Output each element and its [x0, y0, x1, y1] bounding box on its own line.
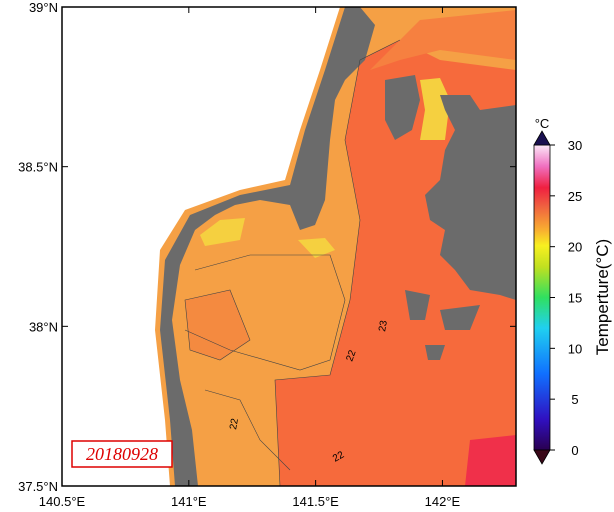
colorbar-arrow-bottom — [533, 449, 551, 465]
colorbar-arrow-top — [533, 130, 551, 146]
contour-label: 22 — [331, 449, 347, 464]
lon-label: 141.5°E — [292, 494, 339, 509]
lon-label: 140.5°E — [39, 494, 86, 509]
colorbar-tick-label: 5 — [571, 392, 578, 407]
contour-label: 22 — [344, 348, 358, 363]
map-frame — [61, 6, 517, 487]
colorbar-tick-label: 15 — [568, 291, 582, 306]
colorbar-tick-label: 30 — [568, 138, 582, 153]
colorbar-tick-label: 10 — [568, 341, 582, 356]
date-box — [71, 440, 173, 468]
colorbar-title: Temperture(°C) — [593, 239, 612, 355]
contour-label: 23 — [377, 319, 390, 332]
lat-label: 38.5°N — [18, 160, 58, 175]
colorbar-tick-label: 0 — [571, 443, 578, 458]
colorbar-tick-label: 25 — [568, 189, 582, 204]
contour-label: 22 — [228, 417, 241, 430]
map-field — [62, 7, 516, 486]
lon-label: 141°E — [171, 494, 207, 509]
lat-label: 37.5°N — [18, 479, 58, 494]
colorbar — [533, 144, 551, 451]
lat-label: 38°N — [29, 319, 58, 334]
lat-label: 39°N — [29, 0, 58, 15]
lon-label: 142°E — [425, 494, 461, 509]
date-label: 20180928 — [86, 444, 158, 464]
colorbar-tick-label: 20 — [568, 240, 582, 255]
colorbar-unit: °C — [535, 116, 550, 131]
